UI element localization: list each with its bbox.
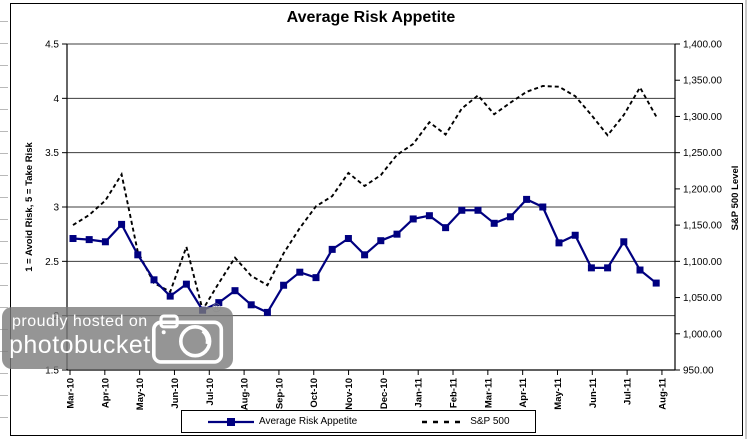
camera-icon — [152, 314, 224, 364]
x-tick-label: Mar-11 — [483, 377, 494, 408]
series-risk-appetite-marker — [215, 299, 223, 307]
x-tick-label: Feb-11 — [449, 377, 460, 408]
x-tick-label: Nov-10 — [344, 378, 355, 410]
x-tick-label: Sep-10 — [274, 378, 285, 409]
series-risk-appetite-marker — [296, 268, 304, 276]
photobucket-watermark: proudly hosted on photobucket ® — [2, 301, 233, 369]
series-risk-appetite-marker — [247, 301, 255, 309]
series-risk-appetite-marker — [539, 203, 547, 211]
x-tick-label: May-11 — [553, 377, 564, 409]
series-risk-appetite-marker — [442, 224, 450, 232]
y-right-tick-label: 950.00 — [683, 366, 714, 377]
series-risk-appetite-marker — [344, 235, 352, 243]
series-risk-appetite-marker — [118, 220, 126, 228]
series-risk-appetite-marker — [571, 231, 579, 239]
legend-risk-line-sample-icon — [208, 417, 254, 426]
legend: Average Risk Appetite S&P 500 — [181, 410, 536, 433]
series-risk-appetite-marker — [620, 238, 628, 246]
series-risk-appetite-marker — [377, 237, 385, 245]
y-right-tick-label: 1,000.00 — [683, 329, 722, 340]
x-tick-label: May-10 — [135, 378, 146, 410]
series-risk-appetite-marker — [361, 251, 369, 259]
x-tick-label: Jun-10 — [170, 378, 181, 409]
watermark-brand: photobucket — [9, 331, 151, 359]
legend-sp500-dash-sample-icon — [422, 420, 466, 423]
y-right-tick-label: 1,100.00 — [683, 257, 722, 268]
series-risk-appetite-marker — [555, 239, 563, 247]
series-risk-appetite-marker — [652, 279, 660, 287]
watermark-tagline: proudly hosted on — [12, 313, 148, 330]
series-risk-appetite-marker — [150, 276, 158, 284]
registered-trademark-symbol: ® — [212, 301, 221, 315]
x-tick-label: Aug-10 — [240, 378, 251, 410]
series-risk-appetite-marker — [636, 266, 644, 274]
x-tick-label: Jul-11 — [623, 377, 634, 405]
y-right-tick-label: 1,200.00 — [683, 184, 722, 195]
series-risk-appetite-marker — [328, 245, 336, 253]
legend-item-sp500: S&P 500 — [421, 416, 510, 427]
series-risk-appetite-marker — [134, 251, 142, 259]
series-risk-appetite-marker — [506, 213, 514, 221]
y-left-tick-label: 3.5 — [45, 148, 59, 159]
y-left-tick-label: 4.5 — [45, 40, 59, 51]
y-left-tick-label: 1.5 — [45, 366, 59, 377]
x-tick-label: Aug-11 — [657, 377, 668, 409]
series-risk-appetite-marker — [263, 308, 271, 316]
screen-edge-artifacts-right — [745, 0, 747, 439]
series-risk-appetite-marker — [425, 212, 433, 220]
y-right-tick-label: 1,300.00 — [683, 112, 722, 123]
series-risk-appetite-marker — [182, 280, 190, 288]
series-risk-appetite-marker — [474, 206, 482, 214]
y-right-tick-label: 1,050.00 — [683, 293, 722, 304]
series-risk-appetite-marker — [166, 292, 174, 300]
x-tick-label: Mar-10 — [66, 378, 77, 409]
series-sp500-line — [72, 85, 658, 313]
series-risk-appetite-marker — [587, 264, 595, 272]
x-tick-label: Apr-10 — [100, 378, 111, 408]
y-left-tick-label: 3 — [53, 203, 59, 214]
x-tick-label: Oct-10 — [309, 378, 320, 408]
series-risk-appetite-marker — [280, 281, 288, 289]
y-right-tick-label: 1,250.00 — [683, 148, 722, 159]
series-risk-appetite-marker — [231, 287, 239, 295]
series-risk-appetite-marker — [69, 235, 77, 243]
series-risk-appetite-marker — [523, 195, 531, 203]
y-right-tick-label: 1,150.00 — [683, 221, 722, 232]
legend-label-risk-appetite: Average Risk Appetite — [259, 416, 358, 427]
series-risk-appetite-marker — [458, 206, 466, 214]
chart-title: Average Risk Appetite — [286, 9, 456, 26]
series-risk-appetite-marker — [101, 238, 109, 246]
series-risk-appetite-marker — [409, 215, 417, 223]
screen-edge-artifacts — [0, 0, 8, 439]
x-tick-label: Jul-10 — [205, 378, 216, 405]
series-risk-appetite-marker — [85, 236, 93, 244]
series-risk-appetite-marker — [604, 264, 612, 272]
y-right-tick-label: 1,400.00 — [683, 40, 722, 51]
x-tick-label: Dec-10 — [379, 378, 390, 409]
series-risk-appetite-marker — [490, 219, 498, 227]
y-left-tick-label: 2.5 — [45, 257, 59, 268]
y-right-tick-label: 1,350.00 — [683, 76, 722, 87]
x-tick-label: Apr-11 — [518, 377, 529, 407]
y-left-tick-label: 4 — [53, 94, 59, 105]
x-tick-label: Jun-11 — [588, 377, 599, 408]
legend-label-sp500: S&P 500 — [470, 416, 510, 427]
series-risk-appetite-marker — [393, 230, 401, 238]
x-tick-label: Jan-11 — [414, 377, 425, 407]
legend-item-risk-appetite: Average Risk Appetite — [208, 416, 357, 427]
series-risk-appetite-marker — [312, 274, 320, 282]
